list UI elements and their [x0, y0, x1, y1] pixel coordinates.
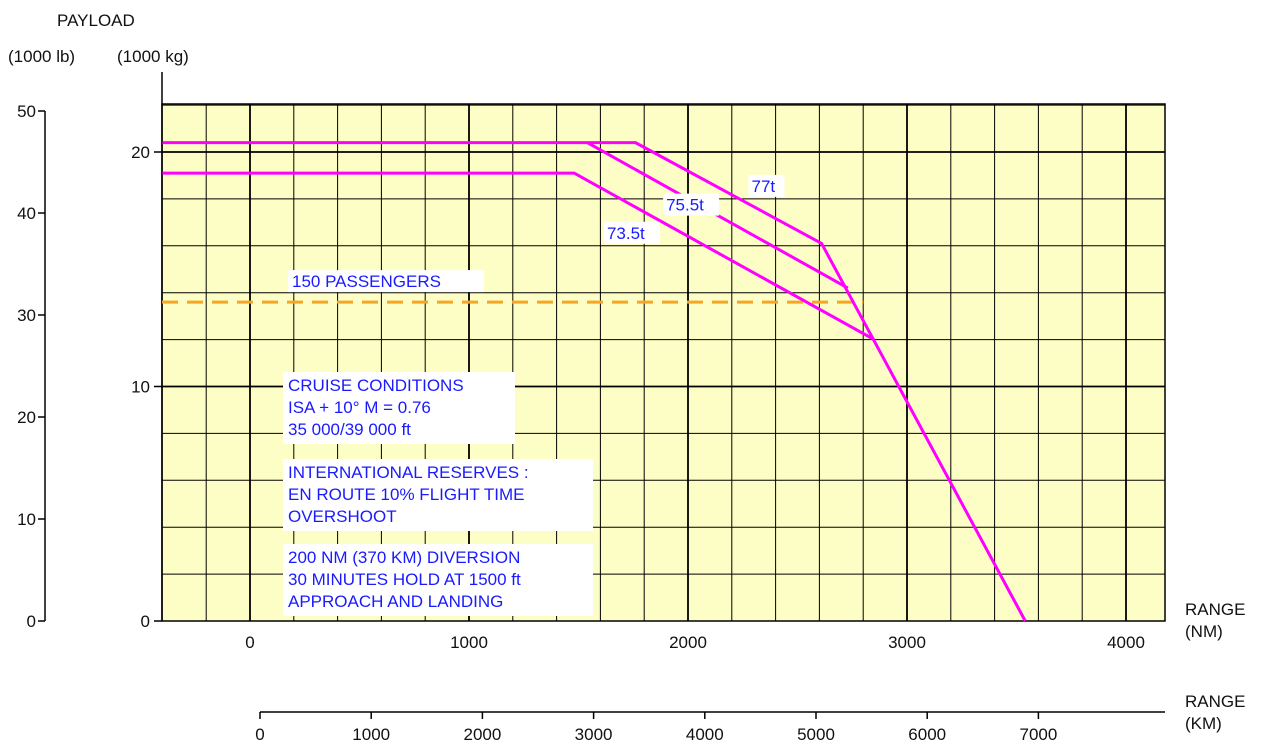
range-km-label: RANGE — [1185, 692, 1246, 711]
km-tick-label: 2000 — [463, 725, 501, 744]
conditions-box — [283, 459, 593, 531]
range-nm-label: RANGE — [1185, 600, 1246, 619]
lb-unit-label: (1000 lb) — [8, 47, 76, 66]
conditions-line: OVERSHOOT — [288, 507, 397, 526]
km-tick-label: 5000 — [797, 725, 835, 744]
payload-label: PAYLOAD — [57, 11, 135, 30]
km-tick-label: 4000 — [686, 725, 724, 744]
kg-tick-label: 0 — [141, 612, 150, 631]
lb-tick-label: 20 — [17, 408, 36, 427]
km-tick-label: 0 — [255, 725, 264, 744]
conditions-line: 30 MINUTES HOLD AT 1500 ft — [288, 570, 521, 589]
nm-tick-label: 4000 — [1107, 633, 1145, 652]
kg-tick-label: 10 — [131, 378, 150, 397]
nm-tick-label: 0 — [245, 633, 254, 652]
lb-tick-label: 40 — [17, 204, 36, 223]
lb-tick-label: 50 — [17, 102, 36, 121]
lb-tick-label: 30 — [17, 306, 36, 325]
series-label-bg — [663, 193, 720, 216]
lb-tick-label: 0 — [27, 612, 36, 631]
series-label-bg — [748, 174, 785, 197]
range-nm-unit: (NM) — [1185, 622, 1223, 641]
conditions-box — [283, 372, 515, 444]
lb-tick-label: 10 — [17, 510, 36, 529]
passenger-label: 150 PASSENGERS — [292, 272, 441, 291]
passenger-label-bg — [288, 270, 484, 293]
series-label-bg — [603, 221, 660, 244]
series-line-77t — [162, 141, 1027, 622]
series-line-73.5t — [162, 171, 875, 341]
nm-tick-label: 1000 — [450, 633, 488, 652]
kg-unit-label: (1000 kg) — [117, 47, 189, 66]
nm-tick-label: 2000 — [669, 633, 707, 652]
kg-tick-label: 20 — [131, 143, 150, 162]
km-tick-label: 1000 — [352, 725, 390, 744]
km-tick-label: 7000 — [1019, 725, 1057, 744]
conditions-line: 35 000/39 000 ft — [288, 420, 411, 439]
conditions-line: ISA + 10° M = 0.76 — [288, 398, 431, 417]
conditions-line: EN ROUTE 10% FLIGHT TIME — [288, 485, 524, 504]
plot-area — [161, 103, 1166, 622]
range-km-unit: (KM) — [1185, 714, 1222, 733]
series-label-73.5t: 73.5t — [607, 224, 645, 243]
conditions-line: CRUISE CONDITIONS — [288, 376, 464, 395]
km-tick-label: 3000 — [575, 725, 613, 744]
conditions-line: INTERNATIONAL RESERVES : — [288, 463, 529, 482]
conditions-box — [283, 544, 593, 616]
series-label-75.5t: 75.5t — [666, 196, 704, 215]
series-label-77t: 77t — [752, 177, 776, 196]
nm-tick-label: 3000 — [888, 633, 926, 652]
conditions-line: APPROACH AND LANDING — [288, 592, 503, 611]
conditions-line: 200 NM (370 KM) DIVERSION — [288, 548, 520, 567]
km-tick-label: 6000 — [908, 725, 946, 744]
